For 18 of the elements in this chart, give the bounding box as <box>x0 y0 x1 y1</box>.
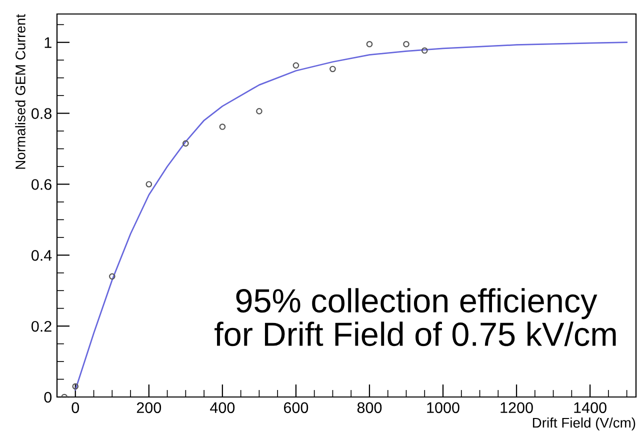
line-series <box>74 42 628 391</box>
annotation: 95% collection efficiency for Drift Field of 0.75 kV/cm <box>214 288 616 346</box>
x-tick-label: 800 <box>357 402 382 414</box>
y-tick-label: 1 <box>44 37 52 48</box>
x-tick-label: 1400 <box>574 402 606 414</box>
x-tick-label: 600 <box>284 402 308 414</box>
y-tick-label: 0.2 <box>32 320 52 332</box>
x-tick-label: 200 <box>136 402 162 414</box>
x-tick-label: 1200 <box>500 402 533 414</box>
y-tick-label: 0 <box>44 392 52 403</box>
x-tick-label: 400 <box>210 402 235 414</box>
y-tick-label: 0.4 <box>32 250 52 261</box>
y-axis-title: Normalised GEM Current <box>15 14 26 169</box>
x-tick-label: 1000 <box>427 402 460 414</box>
x-tick-label: 0 <box>72 402 80 414</box>
y-tick-label: 0.8 <box>32 108 52 119</box>
y-tick-label: 0.6 <box>32 179 52 190</box>
x-axis-title: Drift Field (V/cm) <box>532 417 636 430</box>
